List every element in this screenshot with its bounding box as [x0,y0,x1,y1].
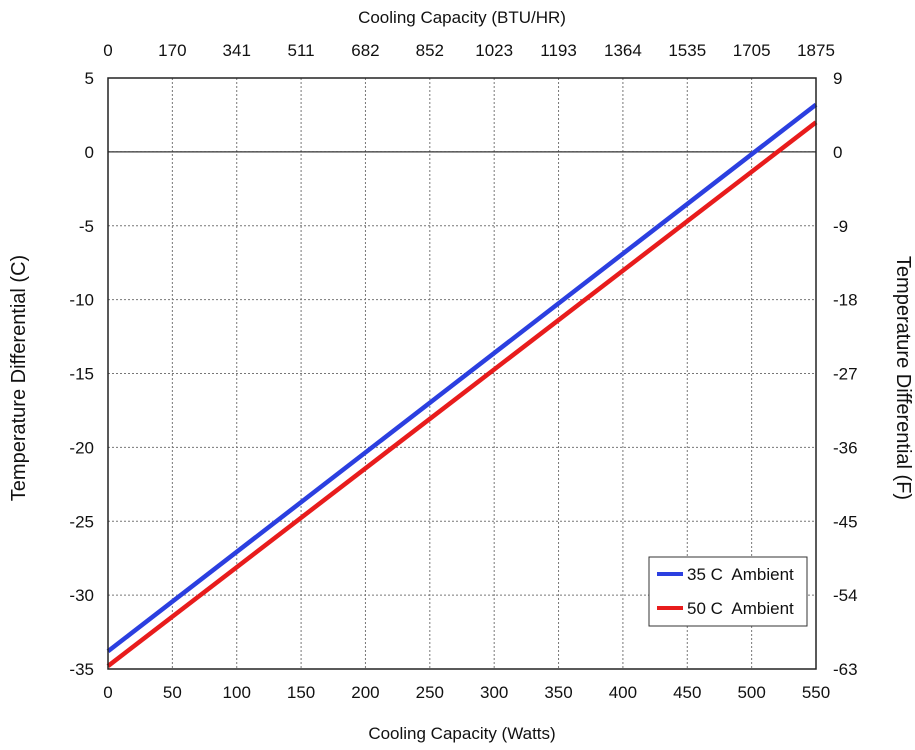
y-tick-label: -10 [69,291,94,310]
y-axis-title: Temperature Differential (C) [8,255,30,501]
legend: 35 C Ambient 50 C Ambient [648,556,808,627]
y-tick-label: -20 [69,438,94,457]
x-tick-label: 350 [544,683,572,702]
x-tick-label: 100 [223,683,251,702]
y2-tick-label: 0 [833,143,842,162]
y-tick-label: 5 [85,69,94,88]
y-tick-label: 0 [85,143,94,162]
y2-tick-labels: 9 0 -9 -18 -27 -36 -45 -54 -63 [833,69,858,679]
x-tick-label: 300 [480,683,508,702]
x2-tick-label: 1364 [604,41,642,60]
x2-tick-label: 1875 [797,41,835,60]
x2-tick-label: 682 [351,41,379,60]
x-tick-label: 0 [103,683,112,702]
x-tick-label: 50 [163,683,182,702]
x2-axis-title: Cooling Capacity (BTU/HR) [358,8,566,27]
x2-tick-labels: 0 170 341 511 682 852 1023 1193 1364 1535 1705 1875 [103,41,835,60]
x-tick-label: 400 [609,683,637,702]
legend-box [648,556,808,627]
y2-tick-label: -54 [833,586,858,605]
y2-tick-label: 9 [833,69,842,88]
legend-label-35c: 35 C Ambient [687,565,794,584]
y2-tick-label: -27 [833,365,858,384]
y2-tick-label: -45 [833,512,858,531]
x2-tick-label: 1193 [540,41,577,60]
x-tick-label: 500 [737,683,765,702]
series-line-0 [106,102,818,654]
legend-label-50c: 50 C Ambient [687,599,794,618]
y-tick-label: -30 [69,586,94,605]
y2-tick-label: -36 [833,438,858,457]
x2-tick-label: 852 [416,41,444,60]
x2-tick-label: 170 [158,41,186,60]
x-tick-label: 200 [351,683,379,702]
x-tick-label: 150 [287,683,315,702]
x2-tick-label: 0 [103,41,112,60]
x-tick-label: 550 [802,683,830,702]
y2-tick-label: -18 [833,291,858,310]
x2-tick-label: 1535 [668,41,706,60]
x2-tick-label: 511 [288,41,315,60]
y-tick-label: -35 [69,660,94,679]
x-tick-label: 250 [416,683,444,702]
x-tick-label: 450 [673,683,701,702]
series-line-1 [106,120,818,668]
y-tick-label: -5 [79,217,94,236]
x2-tick-label: 1023 [475,41,513,60]
x-axis-title: Cooling Capacity (Watts) [368,724,555,743]
y2-tick-label: -63 [833,660,858,679]
y-tick-label: -15 [69,365,94,384]
x2-tick-label: 341 [223,41,251,60]
x-tick-labels: 0 50 100 150 200 250 300 350 400 450 500 550 [103,683,830,702]
y2-axis-title: Temperature Differential (F) [892,256,914,500]
x2-tick-label: 1705 [733,41,771,60]
y-tick-label: -25 [69,512,94,531]
y-tick-labels: 5 0 -5 -10 -15 -20 -25 -30 -35 [69,69,94,679]
plot-frame [107,77,817,670]
series-lines [106,102,818,668]
y2-tick-label: -9 [833,217,848,236]
